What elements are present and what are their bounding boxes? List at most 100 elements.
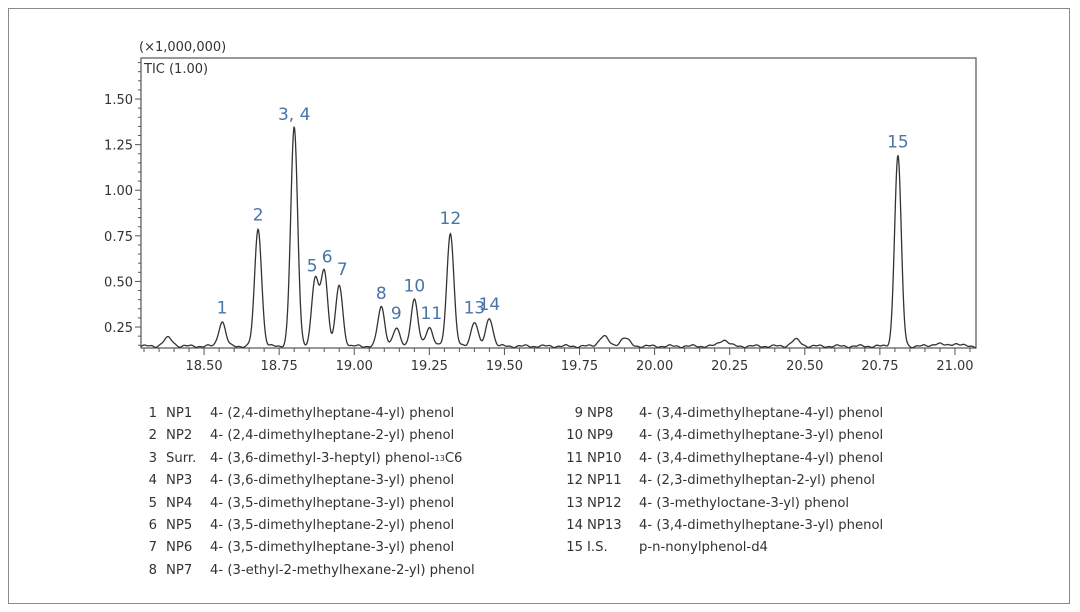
legend-row: 5 NP4 4- (3,5-dimethylheptane-3-yl) phenol <box>143 493 475 515</box>
compound-code: NP9 <box>587 428 614 444</box>
y-tick-label: 1.50 <box>104 93 133 108</box>
peak-label: 6 <box>322 247 333 267</box>
legend-row: 7 NP6 4- (3,5-dimethylheptane-3-yl) phenol <box>143 537 475 559</box>
compound-code: NP4 <box>166 495 193 511</box>
compound-code: NP1 <box>166 406 193 421</box>
legend-row: 4 NP3 4- (3,6-dimethylheptane-3-yl) phenol <box>143 470 475 492</box>
x-tick-label: 19.50 <box>486 359 523 374</box>
compound-code: I.S. <box>587 540 608 556</box>
tic-trace <box>140 125 976 349</box>
compound-code: NP5 <box>166 518 193 534</box>
multiplier-label: (×1,000,000) <box>139 40 226 55</box>
compound-code: NP10 <box>587 450 622 466</box>
chromatogram-chart: (×1,000,000) TIC (1.00) 0.25 0.50 0.75 1.00 1.… <box>104 40 977 374</box>
x-tick-label: 18.50 <box>185 359 222 374</box>
plot-area <box>140 57 977 349</box>
x-tick-label: 19.25 <box>411 359 448 374</box>
compound-code: NP11 <box>587 473 622 489</box>
peak-label: 10 <box>404 277 426 297</box>
peak-label: 13 <box>464 299 486 319</box>
peak-label: 8 <box>376 284 387 304</box>
peak-label: 9 <box>391 304 402 324</box>
compound-name: 4- (2,3-dimethylheptan-2-yl) phenol <box>639 473 876 489</box>
legend-row: 15 I.S. p-n-nonylphenol-d4 <box>565 537 883 559</box>
y-tick-label: 0.25 <box>104 321 133 336</box>
legend-row: 11 NP10 4- (3,4-dimethylheptane-4-yl) phen… <box>565 448 883 470</box>
peak-number: 2 <box>148 428 157 444</box>
peak-label: 14 <box>479 295 501 315</box>
compound-name: 4- (3-ethyl-2-methylhexane-2-yl) phenol <box>210 562 475 578</box>
peak-label: 12 <box>440 209 462 229</box>
isotope-element: C6 <box>444 450 463 466</box>
peak-label: 11 <box>421 304 443 324</box>
compound-name: 4- (2,4-dimethylheptane-2-yl) phenol <box>210 428 455 444</box>
y-tick-label: 1.00 <box>104 184 133 199</box>
trace-label: TIC (1.00) <box>143 62 208 77</box>
compound-code: NP6 <box>166 540 193 556</box>
peak-number: 5 <box>148 495 157 511</box>
peak-number: 6 <box>148 518 157 534</box>
isotope-superscript: 13 <box>434 453 445 463</box>
x-tick-label: 20.25 <box>711 359 748 374</box>
compound-name: p-n-nonylphenol-d4 <box>639 540 768 556</box>
compound-name: 4- (3,4-dimethylheptane-3-yl) phenol <box>639 428 884 444</box>
compound-code: NP8 <box>587 406 614 421</box>
x-tick-label: 21.00 <box>936 359 973 374</box>
compound-code: NP12 <box>587 495 622 511</box>
peak-number: 11 <box>566 450 583 466</box>
peak-label: 5 <box>307 257 318 277</box>
x-tick-label: 20.75 <box>861 359 898 374</box>
y-tick-label: 0.75 <box>104 230 133 245</box>
compound-name: 4- (3,4-dimethylheptane-3-yl) phenol <box>639 518 884 534</box>
compound-name: 4- (3,5-dimethylheptane-3-yl) phenol <box>210 540 455 556</box>
x-tick-label: 19.75 <box>561 359 598 374</box>
peak-label: 2 <box>253 206 264 226</box>
compound-name: 4- (2,4-dimethylheptane-4-yl) phenol <box>210 406 455 421</box>
legend-row: 1 NP1 4- (2,4-dimethylheptane-4-yl) phenol <box>143 403 475 425</box>
peak-number: 12 <box>566 473 583 489</box>
peak-number: 1 <box>148 406 157 421</box>
legend-row: 10 NP9 4- (3,4-dimethylheptane-3-yl) pheno… <box>565 425 883 447</box>
compound-code: NP3 <box>166 473 193 489</box>
peak-number: 15 <box>566 540 583 556</box>
legend-row: 12 NP11 4- (2,3-dimethylheptan-2-yl) pheno… <box>565 470 883 492</box>
compound-code: NP13 <box>587 518 622 534</box>
compound-name: 4- (3,4-dimethylheptane-4-yl) phenol <box>639 450 884 466</box>
x-tick-label: 20.00 <box>636 359 673 374</box>
compound-code: NP2 <box>166 428 193 444</box>
compound-code: Surr. <box>166 450 197 466</box>
peak-number: 10 <box>566 428 583 444</box>
compound-name: 4- (3-methyloctane-3-yl) phenol <box>639 495 850 511</box>
peak-label: 7 <box>337 260 348 280</box>
x-tick-label: 19.00 <box>336 359 373 374</box>
peak-number: 3 <box>148 450 157 466</box>
compound-name: 4- (3,5-dimethylheptane-3-yl) phenol <box>210 495 455 511</box>
legend-row: 9 NP8 4- (3,4-dimethylheptane-4-yl) phenol <box>565 403 884 425</box>
x-tick-label: 18.75 <box>261 359 298 374</box>
compound-name: 4- (3,4-dimethylheptane-4-yl) phenol <box>639 406 884 421</box>
peak-number: 9 <box>574 406 583 421</box>
peak-number: 4 <box>148 473 157 489</box>
peak-number: 7 <box>148 540 157 556</box>
figure-frame <box>8 8 1070 604</box>
peak-label: 1 <box>217 299 228 319</box>
legend-row: 13 NP12 4- (3-methyloctane-3-yl) phenol <box>565 493 883 515</box>
compound-name: 4- (3,6-dimethylheptane-3-yl) phenol <box>210 473 455 489</box>
compound-name: 4- (3,6-dimethyl-3-heptyl) phenol- <box>210 450 435 466</box>
legend-right: 9 NP8 4- (3,4-dimethylheptane-4-yl) phenol… <box>565 403 883 560</box>
peak-number: 14 <box>566 518 583 534</box>
legend-row: 8 NP7 4- (3-ethyl-2-methylhexane-2-yl) phe… <box>143 560 475 582</box>
legend-row: 2 NP2 4- (2,4-dimethylheptane-2-yl) phenol <box>143 425 475 447</box>
y-tick-label: 0.50 <box>104 275 133 290</box>
compound-name: 4- (3,5-dimethylheptane-2-yl) phenol <box>210 518 455 534</box>
legend-left: 1 NP1 4- (2,4-dimethylheptane-4-yl) phenol… <box>143 403 475 582</box>
peak-label: 3, 4 <box>278 105 310 125</box>
peak-number: 13 <box>566 495 583 511</box>
x-tick-label: 20.50 <box>786 359 823 374</box>
peak-number: 8 <box>148 562 157 578</box>
legend-row: 3 Surr. 4- (3,6-dimethyl-3-heptyl) phenol-… <box>143 448 475 470</box>
compound-code: NP7 <box>166 562 193 578</box>
legend-row: 6 NP5 4- (3,5-dimethylheptane-2-yl) phenol <box>143 515 475 537</box>
peak-label: 15 <box>887 133 909 153</box>
legend-row: 14 NP13 4- (3,4-dimethylheptane-3-yl) phen… <box>565 515 883 537</box>
